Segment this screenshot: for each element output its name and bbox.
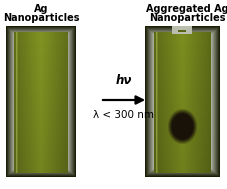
Text: Ag: Ag <box>34 4 48 14</box>
Text: Nanoparticles: Nanoparticles <box>3 13 79 23</box>
Text: hν: hν <box>115 74 132 87</box>
Text: Nanoparticles: Nanoparticles <box>149 13 225 23</box>
Text: Aggregated Ag: Aggregated Ag <box>146 4 227 14</box>
Text: λ < 300 nm: λ < 300 nm <box>93 110 154 120</box>
